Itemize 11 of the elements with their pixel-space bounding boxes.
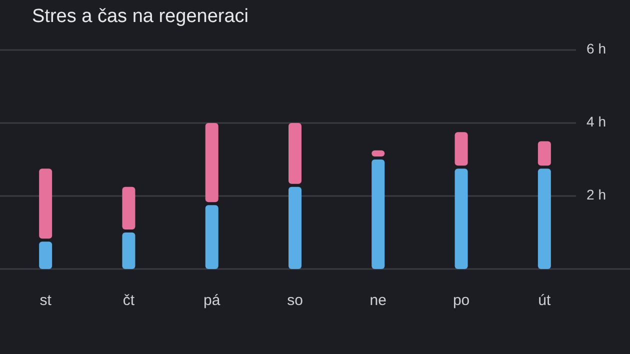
x-tick-label: so xyxy=(287,292,303,309)
x-tick-label: ne xyxy=(370,292,386,309)
x-tick-label: po xyxy=(452,292,470,309)
y-tick-label: 6 h xyxy=(586,40,606,57)
x-tick-label: út xyxy=(538,292,552,309)
x-tick-label: pá xyxy=(204,292,221,309)
chart-title: Stres a čas na regeneraci xyxy=(32,6,249,27)
y-tick-label: 2 h xyxy=(586,186,606,203)
y-tick-label: 4 h xyxy=(586,114,606,130)
x-tick-label: st xyxy=(40,292,52,309)
x-tick-label: čt xyxy=(122,292,136,309)
